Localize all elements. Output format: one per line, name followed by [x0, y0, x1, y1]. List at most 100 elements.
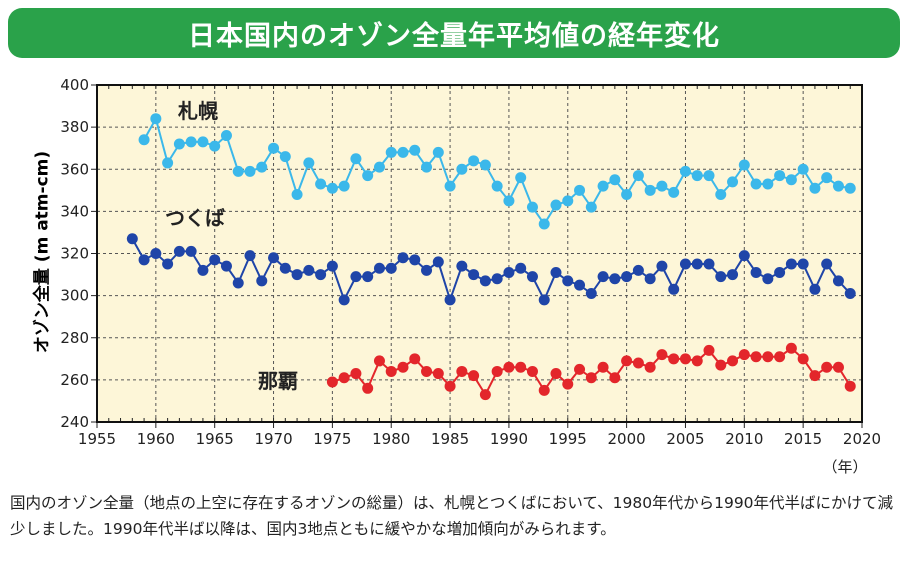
data-point [609, 372, 621, 384]
data-point [456, 163, 468, 175]
data-point [326, 376, 338, 388]
data-point [656, 349, 668, 361]
data-point [668, 186, 680, 198]
x-tick-label: 1980 [372, 430, 410, 448]
data-point [844, 380, 856, 392]
data-point [479, 275, 491, 287]
data-point [585, 372, 597, 384]
data-point [809, 370, 821, 382]
x-tick-label: 1975 [313, 430, 351, 448]
data-point [150, 113, 162, 125]
data-point [468, 269, 480, 281]
data-point [468, 155, 480, 167]
data-point [503, 361, 515, 373]
data-point [126, 233, 138, 245]
y-tick-label: 240 [60, 413, 89, 431]
data-point [762, 178, 774, 190]
data-point [503, 195, 515, 207]
y-tick-label: 360 [60, 160, 89, 178]
data-point [738, 159, 750, 171]
data-point [562, 378, 574, 390]
data-point [491, 365, 503, 377]
data-point [668, 353, 680, 365]
data-point [232, 277, 244, 289]
data-point [832, 275, 844, 287]
data-point [350, 271, 362, 283]
x-tick-label: 2015 [784, 430, 822, 448]
data-point [632, 264, 644, 276]
y-tick-label: 380 [60, 118, 89, 136]
x-tick-label: 1965 [196, 430, 234, 448]
data-point [444, 180, 456, 192]
data-point [562, 195, 574, 207]
data-point [385, 262, 397, 274]
data-point [809, 283, 821, 295]
data-point [585, 201, 597, 213]
data-point [197, 264, 209, 276]
data-point [621, 189, 633, 201]
data-point [421, 161, 433, 173]
data-point [750, 351, 762, 363]
data-point [362, 170, 374, 182]
series-label: 札幌 [177, 99, 218, 123]
data-point [326, 260, 338, 272]
data-point [491, 180, 503, 192]
data-point [703, 258, 715, 270]
data-point [432, 146, 444, 158]
ozone-chart: 1955 1960 1965 1970 1975 1980 1985 1990 1995 2000… [60, 76, 881, 476]
data-point [832, 180, 844, 192]
data-point [362, 271, 374, 283]
data-point [268, 142, 280, 154]
data-point [468, 370, 480, 382]
data-point [256, 161, 268, 173]
data-point [385, 365, 397, 377]
data-point [397, 361, 409, 373]
data-point [574, 279, 586, 291]
data-point [715, 359, 727, 371]
data-point [303, 157, 315, 169]
data-point [762, 351, 774, 363]
data-point [373, 161, 385, 173]
data-point [338, 180, 350, 192]
data-point [220, 130, 232, 142]
data-point [197, 136, 209, 148]
data-point [809, 182, 821, 194]
series-label: つくば [165, 206, 225, 230]
data-point [256, 275, 268, 287]
data-point [738, 349, 750, 361]
y-tick-label: 400 [60, 76, 89, 94]
data-point [362, 382, 374, 394]
data-point [279, 262, 291, 274]
data-point [609, 174, 621, 186]
y-tick-label: 300 [60, 287, 89, 305]
data-point [338, 372, 350, 384]
data-point [632, 357, 644, 369]
data-point [232, 165, 244, 177]
y-tick-label: 260 [60, 371, 89, 389]
x-tick-label: 1955 [78, 430, 116, 448]
x-axis-label: （年） [822, 458, 867, 476]
y-tick-label: 280 [60, 329, 89, 347]
data-point [703, 170, 715, 182]
data-point [173, 138, 185, 150]
data-point [691, 355, 703, 367]
data-point [479, 389, 491, 401]
data-point [774, 266, 786, 278]
data-point [597, 361, 609, 373]
data-point [585, 288, 597, 300]
x-tick-label: 2010 [725, 430, 763, 448]
data-point [268, 252, 280, 264]
data-point [209, 254, 221, 266]
data-point [574, 363, 586, 375]
x-tick-label: 2000 [608, 430, 646, 448]
data-point [526, 201, 538, 213]
data-point [385, 146, 397, 158]
y-tick-label: 340 [60, 202, 89, 220]
x-tick-label: 2020 [843, 430, 881, 448]
data-point [220, 260, 232, 272]
data-point [762, 273, 774, 285]
data-point [456, 365, 468, 377]
data-point [515, 361, 527, 373]
x-tick-label: 1960 [137, 430, 175, 448]
data-point [738, 250, 750, 262]
